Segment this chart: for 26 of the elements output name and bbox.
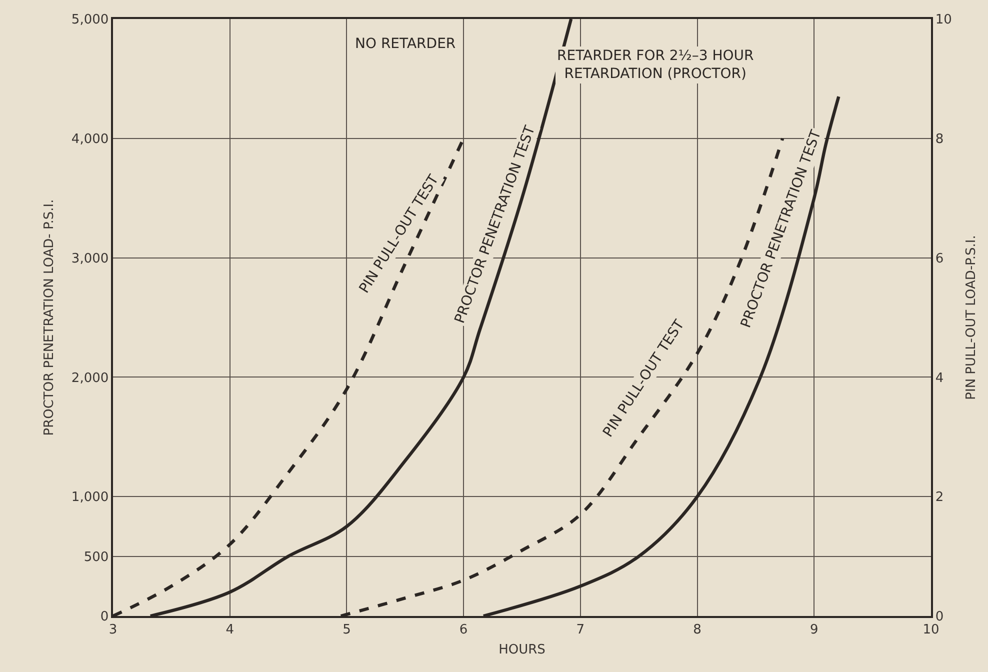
x-tick-label: 5 [342, 622, 351, 638]
y-tick-label: 1,000 [71, 490, 109, 506]
x-tick-label: 8 [693, 622, 702, 638]
y-tick-label: 2,000 [71, 370, 109, 386]
y-axis-title: PROCTOR PENETRATION LOAD- P.S.I. [42, 199, 57, 436]
y2-tick-label: 6 [935, 251, 944, 266]
x-axis-title: HOURS [498, 642, 546, 658]
y2-tick-label: 10 [935, 12, 952, 28]
y2-tick-label: 4 [935, 370, 944, 386]
y-tick-label: 4,000 [71, 132, 109, 147]
y-tick-label: 0 [100, 610, 109, 625]
y-tick-label: 3,000 [71, 251, 109, 266]
y2-tick-label: 0 [935, 610, 944, 625]
x-tick-label: 3 [108, 622, 118, 638]
x-tick-label: 9 [810, 622, 818, 638]
x-tick-label: 7 [576, 622, 585, 638]
x-tick-label: 10 [922, 622, 940, 638]
x-tick-label: 4 [226, 622, 234, 638]
y2-axis-title: PIN PULL-OUT LOAD-P.S.I. [964, 235, 979, 400]
x-tick-label: 6 [459, 622, 468, 638]
y-tick-label: 500 [84, 550, 109, 565]
y-tick-label: 5,000 [71, 12, 109, 28]
annotation: NO RETARDER [355, 36, 456, 52]
y2-tick-label: 2 [935, 490, 944, 506]
y2-tick-label: 8 [935, 132, 944, 147]
annotation: RETARDER FOR 2½–3 HOUR RETARDATION (PROCTOR) [557, 48, 754, 82]
